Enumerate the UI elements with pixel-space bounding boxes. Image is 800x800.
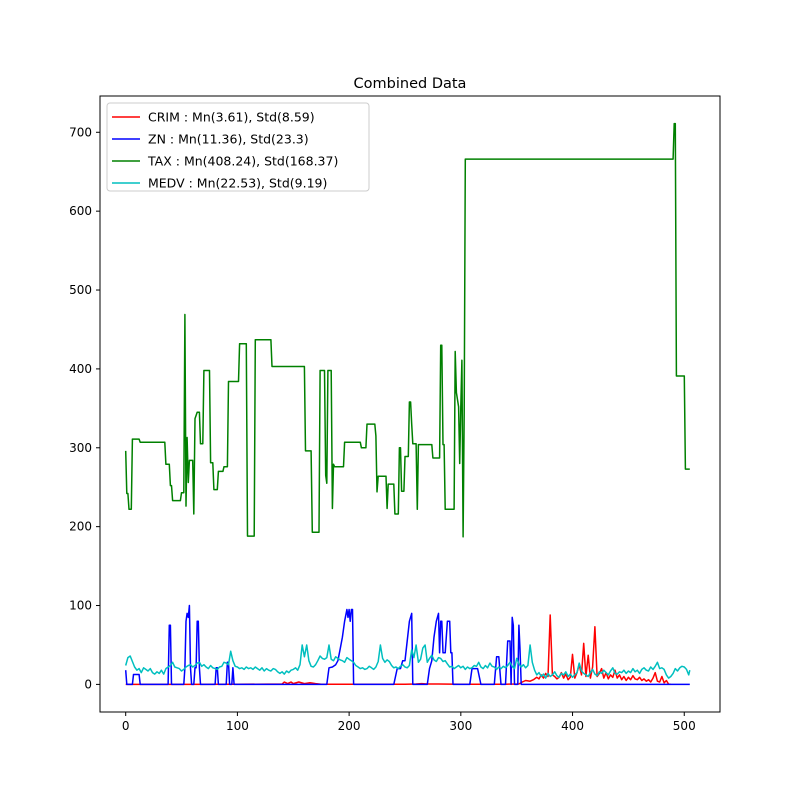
legend-box [106,102,370,192]
x-tick-label: 400 [561,719,584,733]
x-tick-label: 300 [449,719,472,733]
plot-frame [99,95,721,713]
series-line-0 [125,614,671,686]
series-line-2 [124,122,690,538]
y-tick-label: 400 [69,362,92,376]
y-tick-label: 0 [84,677,92,691]
plot-lines [124,122,691,686]
y-tick-label: 700 [69,125,92,139]
y-axis: 0 100 200 300 400 500 600 700 [69,125,100,691]
y-tick-label: 300 [69,441,92,455]
legend-entry-0: CRIM : Mn(3.61), Std(8.59) [148,110,315,125]
series-line-1 [124,604,690,686]
legend: CRIM : Mn(3.61), Std(8.59) ZN : Mn(11.36)… [106,102,370,192]
legend-entry-2: TAX : Mn(408.24), Std(168.37) [147,154,338,169]
x-tick-label: 500 [673,719,696,733]
legend-entry-3: MEDV : Mn(22.53), Std(9.19) [148,176,327,191]
y-tick-label: 500 [69,283,92,297]
x-tick-label: 0 [122,719,130,733]
chart-title: Combined Data [354,76,467,92]
y-tick-label: 100 [69,599,92,613]
legend-entry-1: ZN : Mn(11.36), Std(23.3) [148,132,309,147]
x-tick-label: 100 [226,719,249,733]
x-axis: 0 100 200 300 400 500 [122,712,696,733]
y-tick-label: 200 [69,520,92,534]
series-line-3 [124,644,691,679]
x-tick-label: 200 [338,719,361,733]
y-tick-label: 600 [69,204,92,218]
